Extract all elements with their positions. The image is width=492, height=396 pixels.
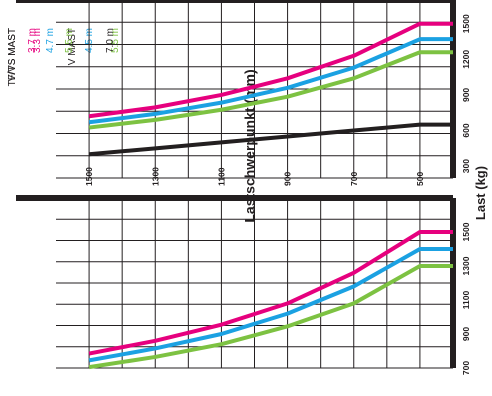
upper-group-label: V/VS MAST (7, 28, 18, 81)
lower-y-tick: 300 (461, 159, 471, 173)
lower-series-label: 3.7 m (27, 28, 38, 53)
upper-y-tick: 1500 (461, 222, 471, 241)
upper-series-line (88, 247, 453, 363)
upper-series-label: 5.5 m (110, 28, 121, 53)
upper-series-label: 3.3 m (32, 28, 43, 53)
lower-series-line (88, 50, 453, 130)
upper-series-line (88, 230, 453, 356)
lower-y-tick: 900 (461, 88, 471, 102)
upper-x-tick: 500 (415, 172, 425, 186)
lower-series-label: 5.5 m (64, 28, 75, 53)
lower-series-line (88, 122, 453, 157)
upper-x-tick: 900 (283, 172, 293, 186)
upper-y-tick: 900 (461, 327, 471, 341)
upper-group-label: V MAST (67, 28, 78, 65)
upper-y-tick: 1300 (461, 256, 471, 275)
y-axis-title: Last (kg) (473, 166, 488, 220)
lower-series-label: 4.7 m (45, 28, 56, 53)
lower-y-tick: 1500 (461, 14, 471, 33)
upper-series-line (88, 264, 453, 370)
upper-y-tick: 700 (461, 361, 471, 375)
lower-y-tick: 1200 (461, 50, 471, 69)
upper-x-tick: 700 (349, 172, 359, 186)
upper-y-tick: 1100 (461, 291, 471, 310)
lower-series-label: 7.0 m (105, 28, 116, 53)
lower-group-label: TF/TS MAST (7, 28, 18, 86)
lower-y-tick: 600 (461, 123, 471, 137)
lower-series-line (88, 21, 453, 119)
x-axis-title: Lastschwerpunkt (mm) (242, 69, 258, 222)
lower-series-line (88, 37, 453, 125)
